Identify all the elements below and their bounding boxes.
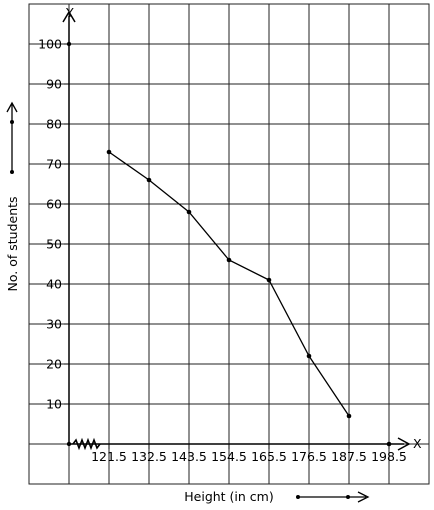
y-tick-label: 20 <box>46 357 62 372</box>
origin-point <box>66 441 72 447</box>
y-axis-title: No. of students <box>5 196 20 291</box>
data-point <box>266 277 272 283</box>
x-axis-title: Height (in cm) <box>184 489 273 504</box>
x-direction-dot <box>346 495 350 499</box>
x-axis-end-point <box>386 441 392 447</box>
y-axis-top-point <box>66 41 72 47</box>
y-axis-letter: Y <box>65 5 74 20</box>
series-layer <box>106 149 392 447</box>
y-tick-label: 50 <box>46 237 62 252</box>
y-tick-label: 70 <box>46 157 62 172</box>
x-tick-label: 132.5 <box>131 449 167 464</box>
x-axis-arrow-icon <box>397 437 411 451</box>
y-direction-dot <box>10 120 14 124</box>
y-tick-label: 40 <box>46 277 62 292</box>
axis-layer <box>62 10 411 451</box>
decor-layer <box>6 101 370 503</box>
x-tick-label: 187.5 <box>331 449 367 464</box>
x-tick-label: 154.5 <box>211 449 247 464</box>
data-point <box>186 209 192 215</box>
y-tick-label: 80 <box>46 117 62 132</box>
data-point <box>306 353 312 359</box>
x-tick-label: 198.5 <box>371 449 407 464</box>
y-tick-label: 60 <box>46 197 62 212</box>
data-point <box>226 257 232 263</box>
y-direction-arrow-icon <box>6 101 18 113</box>
y-tick-label: 30 <box>46 317 62 332</box>
axis-break-icon <box>72 437 101 451</box>
grid-layer <box>28 3 430 485</box>
tick-layer: 10 20 30 40 50 60 70 80 90 100 121.5 132.5 143.5 154.… <box>38 37 407 465</box>
x-tick-label: 176.5 <box>291 449 327 464</box>
x-direction-arrow-icon <box>357 491 370 503</box>
data-point <box>106 149 112 155</box>
data-point <box>146 177 152 183</box>
data-point <box>346 413 352 419</box>
y-tick-label: 90 <box>46 77 62 92</box>
x-tick-label: 121.5 <box>91 449 127 464</box>
x-direction-dot <box>296 495 300 499</box>
y-tick-label: 10 <box>46 397 62 412</box>
x-tick-label: 165.5 <box>251 449 287 464</box>
y-direction-dot <box>10 170 14 174</box>
x-axis-letter: X <box>413 436 422 451</box>
x-tick-label: 143.5 <box>171 449 207 464</box>
y-axis-arrow-icon <box>62 10 76 23</box>
y-tick-label: 100 <box>38 37 62 52</box>
